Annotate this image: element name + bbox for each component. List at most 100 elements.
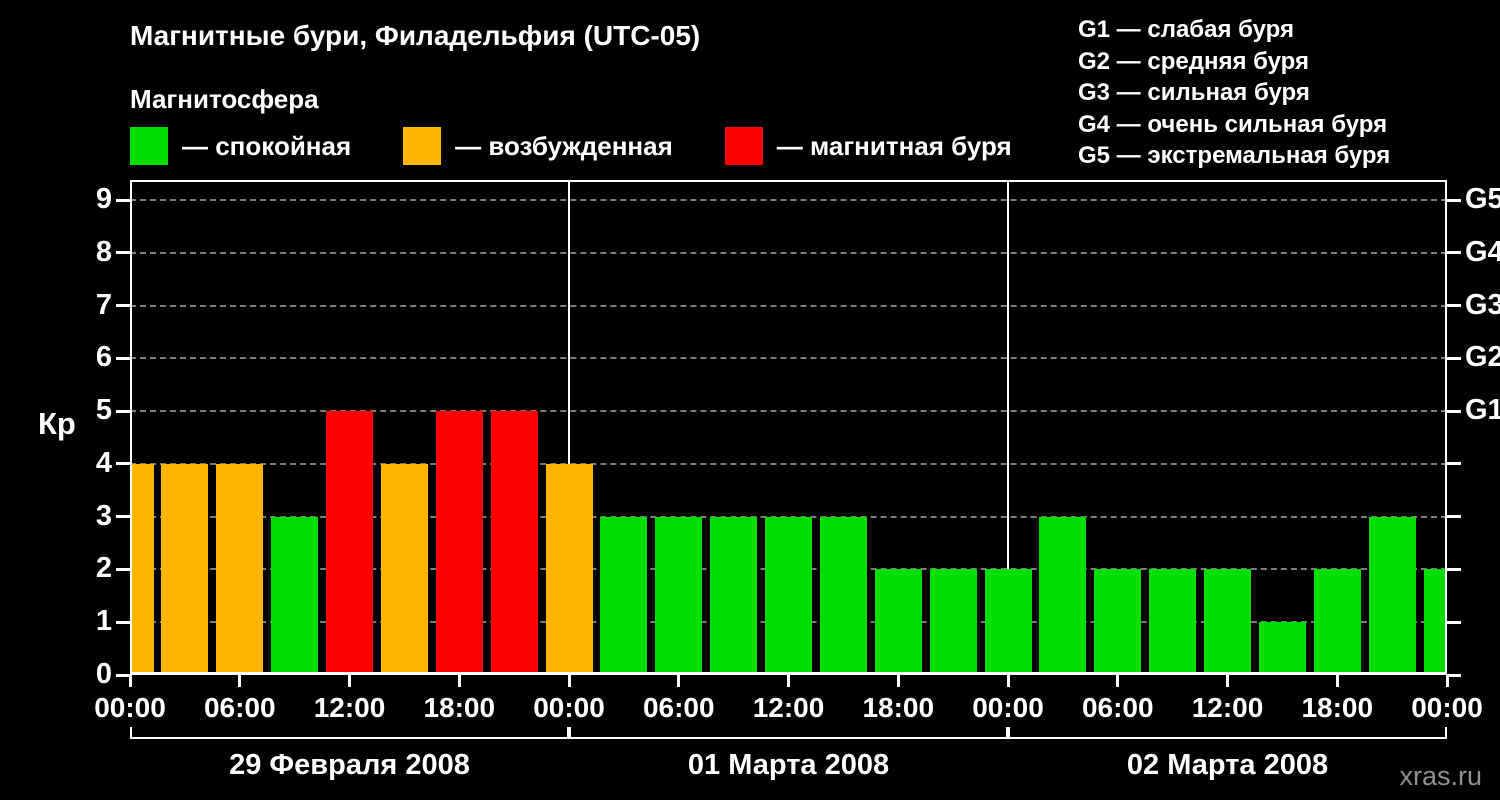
- axis-top: [130, 180, 1447, 182]
- kp-bar: [490, 411, 538, 675]
- legend-item-quiet: — спокойная: [130, 127, 351, 165]
- kp-bar: [765, 516, 812, 675]
- y-axis-tick-right: [1447, 673, 1461, 677]
- storm-scale-g3: G3 — сильная буря: [1078, 79, 1310, 106]
- day-range-label: 29 Февраля 2008: [229, 749, 470, 781]
- legend-swatch: [403, 127, 442, 165]
- day-bracket-tick: [567, 727, 569, 739]
- kp-bar: [380, 463, 428, 675]
- y-tick-label: 0: [95, 658, 112, 690]
- x-tick-label: 12:00: [1191, 692, 1264, 723]
- y-axis-tick: [116, 198, 130, 202]
- day-range-label: 01 Марта 2008: [687, 749, 890, 781]
- kp-bar: [710, 516, 758, 675]
- day-boundary-line: [568, 180, 570, 675]
- kp-bar: [1039, 516, 1087, 675]
- day-bracket-line: [130, 737, 569, 739]
- y-axis-tick-right: [1447, 409, 1461, 413]
- x-tick-label: 00:00: [533, 692, 605, 723]
- kp-bar: [655, 516, 703, 675]
- chart-subtitle: Магнитосфера: [130, 84, 319, 114]
- storm-scale-legend: G1 — слабая буря G2 — средняя буря G3 — …: [1078, 14, 1390, 172]
- y-axis-tick-right: [1447, 567, 1461, 571]
- day-bracket-tick: [130, 727, 132, 739]
- gridline: [130, 304, 1447, 307]
- legend-label: — возбужденная: [455, 130, 673, 161]
- y-axis-tick: [116, 356, 130, 360]
- x-tick-label: 00:00: [972, 692, 1044, 723]
- x-tick-label: 06:00: [203, 692, 276, 723]
- y-axis-tick-right: [1447, 356, 1461, 360]
- x-axis-tick: [896, 675, 900, 687]
- y-axis-tick: [116, 462, 130, 466]
- kp-bar: [984, 569, 1032, 675]
- day-boundary-line: [1007, 180, 1009, 675]
- page-title: Магнитные бури, Филадельфия (UTC-05): [130, 20, 701, 51]
- x-axis-tick: [1006, 675, 1010, 687]
- x-tick-label: 00:00: [94, 692, 166, 723]
- g-scale-label: G4: [1465, 235, 1500, 268]
- legend-swatch: [130, 127, 168, 165]
- x-axis-tick: [1335, 675, 1339, 687]
- x-tick-label: 18:00: [862, 692, 935, 723]
- y-axis-tick: [116, 620, 130, 624]
- magnetosphere-legend: — спокойная — возбужденная — магнитная б…: [130, 127, 1064, 165]
- kp-bar: [929, 569, 977, 675]
- plot-area: [130, 180, 1447, 675]
- y-axis-tick: [116, 515, 130, 519]
- x-axis-tick: [348, 675, 351, 687]
- legend-item-excited: — возбужденная: [403, 127, 673, 165]
- y-axis-tick: [116, 251, 130, 255]
- storm-scale-g2: G2 — средняя буря: [1078, 47, 1309, 75]
- kp-bar: [600, 516, 648, 675]
- y-tick-label: 5: [95, 394, 112, 427]
- x-axis-tick: [1445, 675, 1449, 687]
- x-axis-tick: [567, 675, 571, 687]
- y-tick-label: 3: [95, 499, 112, 532]
- kp-bar: [161, 463, 209, 675]
- kp-bar: [1423, 569, 1445, 675]
- gridline: [130, 462, 1447, 465]
- x-tick-label: 06:00: [1081, 692, 1154, 723]
- kp-bar: [1094, 569, 1142, 675]
- kp-bar: [1313, 569, 1361, 675]
- x-tick-label: 06:00: [642, 692, 715, 723]
- gridline: [130, 357, 1447, 360]
- kp-bar: [216, 463, 264, 675]
- day-bracket-line: [1008, 737, 1447, 739]
- y-axis-tick-right: [1447, 251, 1461, 255]
- y-tick-label: 7: [95, 288, 112, 321]
- kp-bar: [545, 463, 593, 675]
- x-axis-tick: [238, 675, 242, 687]
- y-axis-tick-right: [1447, 304, 1461, 308]
- kp-bar: [819, 516, 867, 675]
- y-tick-label: 2: [95, 552, 112, 585]
- y-axis-tick: [116, 304, 130, 308]
- x-tick-label: 18:00: [1301, 692, 1374, 723]
- y-axis-tick-right: [1447, 515, 1461, 519]
- legend-swatch: [724, 127, 763, 165]
- kp-bar: [874, 569, 922, 675]
- x-axis-tick: [457, 675, 461, 687]
- y-axis-title: Кр: [38, 406, 76, 441]
- y-tick-label: 8: [95, 235, 112, 268]
- kp-bar: [271, 516, 319, 675]
- x-axis-tick: [1226, 675, 1229, 687]
- watermark: xras.ru: [1399, 761, 1482, 791]
- kp-bar: [1149, 569, 1197, 675]
- day-bracket-tick: [1445, 727, 1447, 739]
- x-tick-label: 00:00: [1411, 692, 1483, 723]
- day-range-label: 02 Марта 2008: [1126, 749, 1329, 781]
- axis-left: [130, 180, 132, 675]
- x-axis-tick: [1116, 675, 1120, 687]
- x-tick-label: 12:00: [752, 692, 825, 723]
- y-axis-tick: [116, 567, 130, 571]
- storm-scale-g4: G4 — очень сильная буря: [1078, 110, 1388, 138]
- g-scale-label: G5: [1465, 183, 1500, 215]
- y-axis-tick-right: [1447, 198, 1461, 202]
- gridline: [130, 199, 1447, 201]
- legend-label: — магнитная буря: [776, 130, 1012, 161]
- y-axis-tick-right: [1447, 620, 1461, 624]
- x-tick-label: 12:00: [313, 692, 386, 723]
- kp-bar: [435, 411, 483, 675]
